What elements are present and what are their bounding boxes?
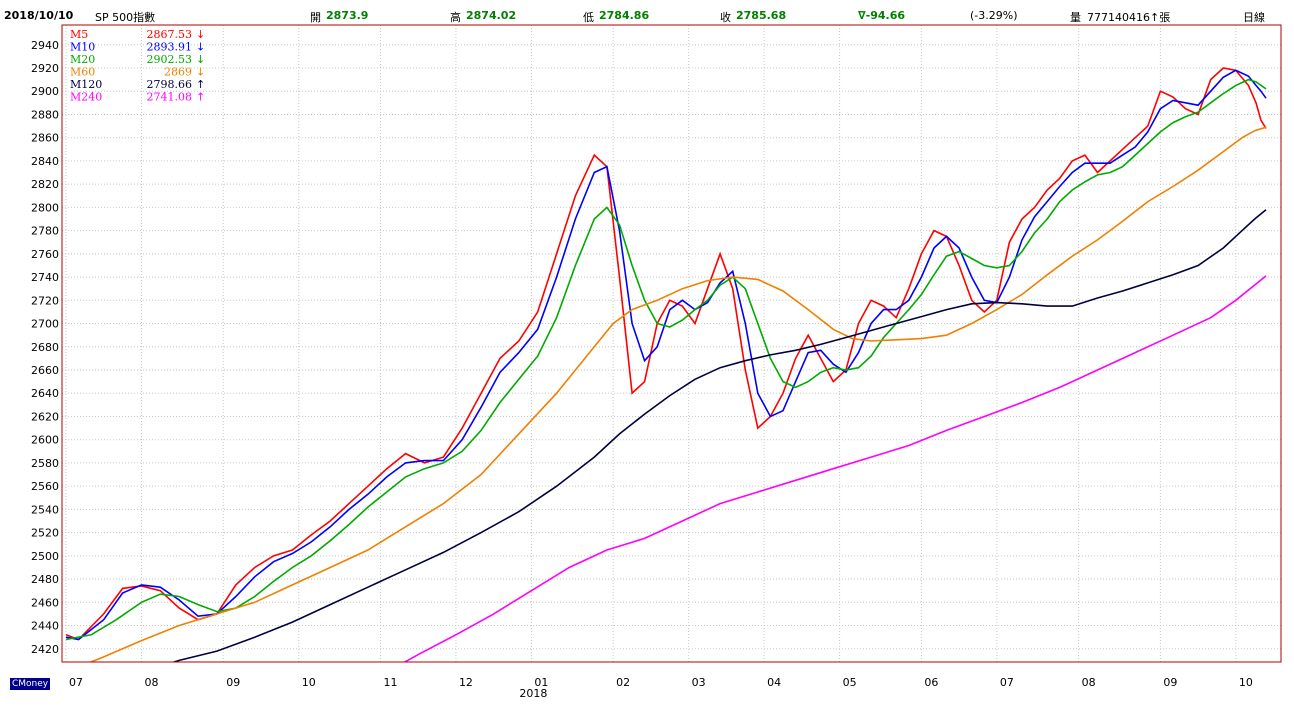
low-label: 低: [583, 11, 594, 24]
y-tick-label: 2620: [31, 410, 59, 423]
y-tick-label: 2800: [31, 201, 59, 214]
x-tick-label: 12: [459, 676, 473, 689]
legend-name: M10: [70, 41, 95, 54]
y-tick-label: 2840: [31, 155, 59, 168]
legend-name: M20: [70, 53, 95, 66]
low-value: 2784.86: [599, 9, 650, 22]
legend-arrow: ↓: [196, 66, 205, 79]
y-tick-label: 2920: [31, 62, 59, 75]
close-label: 收: [720, 11, 731, 24]
legend-name: M120: [70, 78, 102, 91]
volume-label: 量: [1070, 11, 1081, 24]
series-line-m120: [171, 209, 1267, 662]
symbol-label: SP 500指數: [95, 11, 156, 24]
legend-value: 2741.08: [147, 91, 193, 104]
y-tick-label: 2760: [31, 248, 59, 261]
legend-name: M5: [70, 28, 88, 41]
y-tick-label: 2500: [31, 550, 59, 563]
volume-value: 777140416↑張: [1087, 11, 1171, 24]
x-year-label: 2018: [519, 687, 547, 700]
series-line-m60: [88, 126, 1267, 662]
x-tick-label: 06: [924, 676, 938, 689]
y-tick-label: 2520: [31, 527, 59, 540]
close-value: 2785.68: [736, 9, 787, 22]
legend-value: 2867.53: [147, 28, 193, 41]
high-value: 2874.02: [466, 9, 517, 22]
high-label: 高: [450, 11, 461, 24]
y-tick-label: 2700: [31, 318, 59, 331]
x-tick-label: 05: [843, 676, 857, 689]
y-tick-label: 2820: [31, 178, 59, 191]
x-tick-label: 08: [144, 676, 158, 689]
x-tick-label: 11: [383, 676, 397, 689]
legend-name: M60: [70, 66, 95, 79]
x-tick-label: 10: [302, 676, 316, 689]
y-tick-label: 2940: [31, 39, 59, 52]
x-tick-label: 08: [1082, 676, 1096, 689]
x-tick-label: 09: [1163, 676, 1177, 689]
x-tick-label: 04: [767, 676, 781, 689]
y-tick-label: 2420: [31, 643, 59, 656]
legend-value: 2798.66: [147, 78, 193, 91]
y-tick-label: 2720: [31, 294, 59, 307]
series-line-m240: [403, 275, 1267, 662]
x-tick-label: 07: [1000, 676, 1014, 689]
legend-arrow: ↑: [196, 78, 205, 91]
y-tick-label: 2860: [31, 132, 59, 145]
cmoney-logo: CMoney: [10, 678, 51, 690]
legend-arrow: ↓: [196, 41, 205, 54]
series-line-m10: [65, 69, 1267, 641]
x-tick-label: 09: [226, 676, 240, 689]
legend-arrow: ↓: [196, 28, 205, 41]
y-tick-label: 2640: [31, 387, 59, 400]
y-tick-label: 2740: [31, 271, 59, 284]
y-tick-label: 2900: [31, 85, 59, 98]
y-tick-label: 2540: [31, 503, 59, 516]
y-tick-label: 2780: [31, 225, 59, 238]
y-tick-label: 2580: [31, 457, 59, 470]
series-line-m5: [65, 67, 1267, 641]
date-label: 2018/10/10: [4, 9, 74, 22]
legend-value: 2902.53: [147, 53, 193, 66]
x-tick-label: 07: [69, 676, 83, 689]
legend-value: 2869: [164, 66, 192, 79]
period-label: 日線: [1243, 11, 1265, 24]
x-tick-label: 03: [692, 676, 706, 689]
quote-header: 2018/10/10 SP 500指數 開 2873.9 高 2874.02 低…: [0, 0, 1294, 24]
plot-frame: [61, 24, 1282, 663]
y-tick-label: 2480: [31, 573, 59, 586]
legend-name: M240: [70, 91, 102, 104]
change-value: ∇-94.66: [858, 9, 906, 22]
change-percent: (-3.29%): [970, 9, 1018, 22]
open-value: 2873.9: [326, 9, 369, 22]
y-tick-label: 2880: [31, 108, 59, 121]
x-tick-label: 10: [1239, 676, 1253, 689]
open-label: 開: [310, 11, 321, 24]
y-tick-label: 2660: [31, 364, 59, 377]
y-tick-label: 2560: [31, 480, 59, 493]
legend-arrow: ↑: [196, 91, 205, 104]
legend-value: 2893.91: [147, 41, 193, 54]
y-tick-label: 2680: [31, 341, 59, 354]
y-tick-label: 2460: [31, 596, 59, 609]
series-line-m20: [65, 78, 1267, 641]
series-group: [65, 67, 1267, 662]
x-tick-label: 01: [534, 676, 548, 689]
y-tick-label: 2600: [31, 434, 59, 447]
x-tick-label: 02: [616, 676, 630, 689]
y-tick-label: 2440: [31, 620, 59, 633]
legend-arrow: ↓: [196, 53, 205, 66]
